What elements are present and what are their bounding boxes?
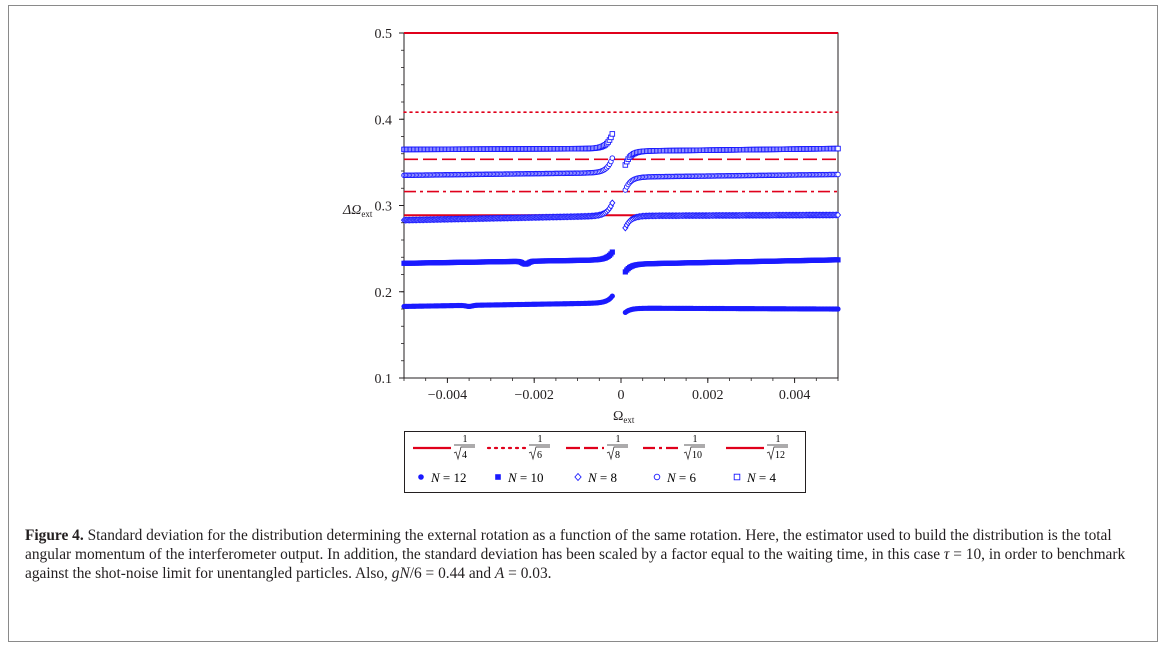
x-axis-label-sub: ext [623, 415, 634, 425]
series-group [401, 249, 841, 275]
legend-marker-value: = 6 [676, 470, 697, 485]
series-group [401, 155, 841, 193]
legend-fraction-denominator: 6 [537, 450, 542, 461]
data-point [834, 211, 842, 219]
legend-fraction-denominator: 12 [775, 450, 785, 461]
legend-sqrt-sign [528, 446, 550, 461]
caption-a: A [494, 565, 505, 582]
y-tick-label: 0.4 [375, 113, 393, 128]
legend-marker-value: = 4 [756, 470, 777, 485]
legend-marker-var: N [430, 470, 441, 485]
legend-marker-var: N [746, 470, 757, 485]
axes-frame [403, 32, 839, 379]
series-group [401, 131, 841, 168]
legend-marker-value: = 8 [597, 470, 617, 485]
y-axis-label-main: ΔΩ [342, 203, 361, 218]
legend-sqrt-sign [766, 446, 788, 461]
legend-marker-label: N = 10 [507, 470, 544, 485]
data-point [574, 472, 582, 482]
data-point [609, 199, 616, 207]
caption-text-2: = 10, in order to benchmark against the … [25, 546, 1126, 582]
caption-text-4: = 0.03. [504, 565, 552, 582]
series-group [401, 293, 841, 316]
data-point [733, 473, 741, 481]
legend-marker-var: N [666, 470, 677, 485]
data-point [609, 293, 615, 299]
y-tick-label: 0.5 [375, 27, 393, 42]
x-axis-label: Ωext [613, 409, 635, 425]
legend-fraction-numerator: 1 [463, 434, 468, 445]
data-point [495, 474, 501, 480]
legend-marker-label: N = 4 [746, 470, 777, 485]
legend-fraction-denominator: 10 [692, 450, 702, 461]
legend-fraction-denominator: 8 [615, 450, 620, 461]
legend-sqrt-sign [453, 446, 475, 461]
axis-ticks: −0.004 −0.002 0 0.002 0.004 0.1 0.2 0.3 0.4 0.5 [375, 27, 839, 403]
legend-fraction-numerator: 1 [693, 434, 698, 445]
data-point [609, 155, 616, 161]
data-point [835, 306, 841, 312]
legend-fraction-denominator: 4 [462, 450, 467, 461]
figure-frame [8, 5, 1158, 642]
series-group [400, 199, 842, 232]
data-point [418, 474, 424, 480]
legend-fraction-numerator: 1 [538, 434, 543, 445]
caption-text-3: /6 = 0.44 and [409, 565, 495, 582]
y-tick-label: 0.2 [375, 286, 393, 301]
caption-text-1: Standard deviation for the distribution … [25, 527, 1112, 563]
x-axis-label-main: Ω [613, 409, 623, 424]
y-axis-label-sub: ext [361, 209, 372, 219]
data-point [835, 257, 841, 263]
y-axis-label: ΔΩext [342, 203, 373, 219]
chart: −0.004 −0.002 0 0.002 0.004 0.1 0.2 0.3 0.4 0.5 Δ… [342, 27, 842, 425]
legend-marker-label: N = 12 [430, 470, 467, 485]
caption-gn: gN [391, 565, 410, 582]
x-tick-label: 0 [618, 388, 625, 403]
data-point [835, 171, 841, 178]
legend-marker-value: = 12 [440, 470, 467, 485]
legend-sqrt-sign [606, 446, 628, 461]
data-point [609, 249, 615, 255]
legend-sqrt-sign [683, 446, 705, 461]
legend-marker-var: N [507, 470, 518, 485]
legend-marker-label: N = 8 [587, 470, 617, 485]
data-point [835, 145, 841, 152]
figure-caption: Figure 4. Standard deviation for the dis… [25, 526, 1135, 583]
legend-marker-label: N = 6 [666, 470, 697, 485]
reference-lines [403, 32, 839, 217]
caption-label: Figure 4. [25, 527, 84, 544]
legend-fraction-numerator: 1 [776, 434, 781, 445]
legend-fraction-numerator: 1 [616, 434, 621, 445]
x-tick-label: −0.002 [514, 388, 553, 403]
x-tick-label: 0.002 [692, 388, 724, 403]
x-tick-label: −0.004 [428, 388, 467, 403]
series-layer [400, 131, 842, 316]
data-point [609, 131, 616, 137]
y-tick-label: 0.3 [375, 200, 393, 215]
legend-marker-var: N [587, 470, 598, 485]
data-point [653, 473, 661, 481]
y-tick-label: 0.1 [375, 372, 393, 387]
legend-marker-value: = 10 [517, 470, 544, 485]
caption-tau: τ [943, 546, 950, 563]
x-tick-label: 0.004 [779, 388, 811, 403]
